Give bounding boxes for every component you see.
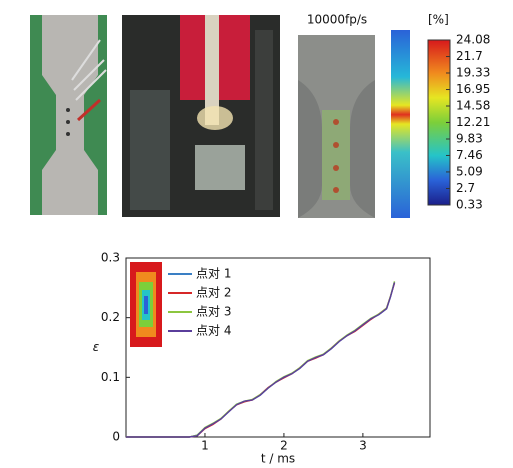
plot-frame	[125, 257, 431, 438]
highspeed-photo	[298, 35, 375, 218]
inset-contour	[130, 262, 162, 347]
photo-caption: 10000fp/s	[307, 13, 367, 27]
colorbar-tick-label: 24.08	[456, 33, 490, 47]
colorbar-tick-label: 21.7	[456, 49, 483, 63]
y-tick-label: 0	[112, 430, 120, 444]
y-tick-label: 0.2	[101, 310, 120, 324]
data-line	[126, 282, 396, 438]
colorbar-tick-label: 16.95	[456, 82, 490, 96]
data-line	[126, 281, 396, 438]
strain-strip	[391, 30, 410, 218]
data-line	[126, 282, 396, 438]
colorbar-tick-label: 12.21	[456, 115, 490, 129]
y-tick-label: 0.1	[101, 370, 120, 384]
x-tick-label: 1	[201, 439, 209, 453]
y-tick-label: 0.3	[101, 251, 120, 265]
x-tick-label: 2	[280, 439, 288, 453]
colorbar-tick-label: 9.83	[456, 132, 483, 146]
lab-photo	[122, 15, 280, 217]
colorbar-label: [%]	[428, 13, 449, 27]
colorbar-tick-label: 2.7	[456, 181, 475, 195]
y-axis-label: ε	[93, 340, 100, 354]
colorbar-tick-label: 19.33	[456, 66, 490, 80]
legend-label: 点对 3	[196, 305, 231, 319]
legend-label: 点对 2	[196, 286, 231, 300]
legend-label: 点对 1	[196, 267, 231, 281]
colorbar-tick-label: 14.58	[456, 99, 490, 113]
x-tick-label: 3	[359, 439, 367, 453]
colorbar-tick-label: 5.09	[456, 164, 483, 178]
x-axis-label: t / ms	[261, 452, 295, 466]
specimen-photo	[30, 15, 107, 215]
data-line	[126, 281, 396, 438]
legend-label: 点对 4	[196, 324, 231, 338]
colorbar-tick-label: 7.46	[456, 148, 483, 162]
colorbar-tick-label: 0.33	[456, 198, 483, 212]
